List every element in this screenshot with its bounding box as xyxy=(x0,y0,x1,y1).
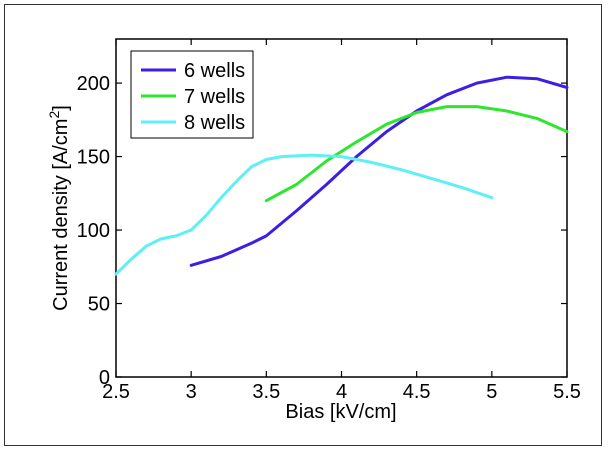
series-line-8-wells xyxy=(114,153,494,276)
legend-label: 7 wells xyxy=(184,86,245,108)
y-tick-label: 150 xyxy=(77,147,110,169)
legend: 6 wells 7 wells 8 wells xyxy=(130,50,254,139)
x-axis-label: Bias [kV/cm] xyxy=(285,401,396,423)
y-tick-label: 0 xyxy=(99,367,110,389)
y-axis-label-superscript: 2 xyxy=(46,111,62,119)
y-tick-label: 100 xyxy=(77,220,110,242)
legend-label: 6 wells xyxy=(184,60,245,82)
legend-label: 8 wells xyxy=(184,112,245,134)
series-group xyxy=(114,75,569,276)
x-tick-label: 4 xyxy=(336,381,347,403)
y-axis-ticks: 0 50 100 150 200 xyxy=(77,73,567,389)
x-tick-label: 5.5 xyxy=(553,381,581,403)
x-tick-label: 3.5 xyxy=(252,381,280,403)
y-axis-label: Current density [A/cm2] xyxy=(46,105,72,311)
series-line-6-wells xyxy=(189,75,569,267)
y-tick-label: 50 xyxy=(88,294,110,316)
y-axis-label-end: ] xyxy=(50,105,72,111)
y-tick-label: 200 xyxy=(77,73,110,95)
x-axis-ticks: 2.5 3 3.5 4 4.5 5 5.5 xyxy=(102,39,581,403)
x-tick-label: 3 xyxy=(186,381,197,403)
figure-frame xyxy=(4,4,602,446)
x-tick-label: 4.5 xyxy=(403,381,431,403)
series-line-7-wells xyxy=(264,105,569,203)
y-axis-label-main: Current density [A/cm xyxy=(50,119,72,311)
x-tick-label: 5 xyxy=(486,381,497,403)
x-tick-label: 2.5 xyxy=(102,381,130,403)
